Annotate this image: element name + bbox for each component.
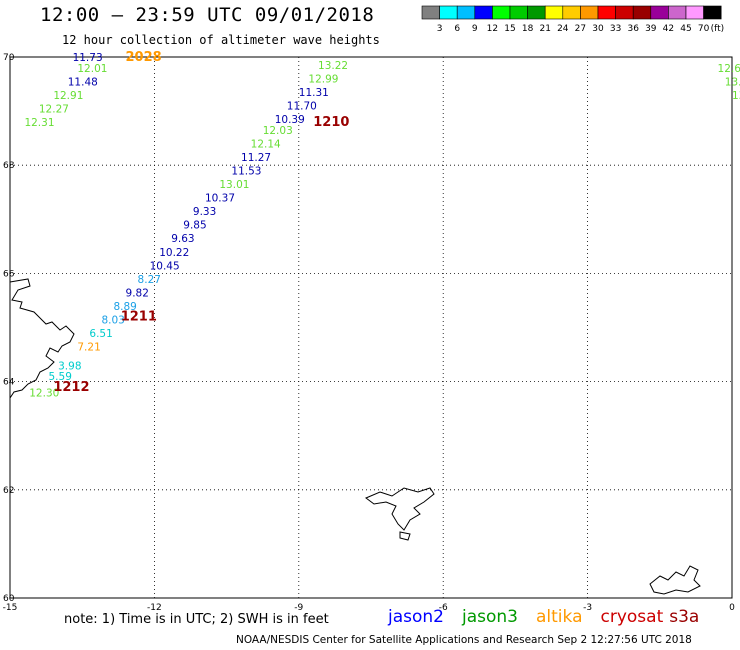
x-tick-label: 0 bbox=[729, 603, 735, 613]
colorbar-label: 15 bbox=[504, 24, 515, 34]
wave-height-value: 12.31 bbox=[24, 117, 54, 129]
note-text: note: 1) Time is in UTC; 2) SWH is in fe… bbox=[64, 612, 329, 627]
wave-height-value: 9.33 bbox=[193, 206, 216, 218]
wave-height-value: 12.27 bbox=[39, 103, 69, 115]
wave-height-value: 11.70 bbox=[287, 101, 317, 113]
colorbar-swatch bbox=[703, 5, 722, 20]
wave-height-value: 9.85 bbox=[183, 220, 206, 232]
colorbar-label: 33 bbox=[610, 24, 621, 34]
footer-credit: NOAA/NESDIS Center for Satellite Applica… bbox=[236, 634, 692, 646]
y-tick-label: 64 bbox=[3, 378, 15, 388]
colorbar-label: 39 bbox=[645, 24, 657, 34]
iceland-coastline bbox=[9, 278, 75, 399]
wave-height-value: 12.30 bbox=[29, 387, 59, 399]
faroe-islands-coastline bbox=[365, 487, 435, 531]
wave-height-value: 11.31 bbox=[299, 87, 329, 99]
colorbar-label: 3 bbox=[437, 24, 443, 34]
legend-entry: s3a bbox=[669, 607, 700, 627]
legend-entry: cryosat bbox=[600, 607, 664, 627]
x-tick-label: -3 bbox=[583, 603, 592, 613]
wave-height-value: 6.51 bbox=[89, 328, 112, 340]
legend-entry: jason3 bbox=[462, 607, 518, 627]
colorbar-label: 70 bbox=[698, 24, 710, 34]
wave-height-value: 8.27 bbox=[138, 274, 161, 286]
satellite-legend: jason2 jason3 altika cryosat s3a bbox=[388, 607, 717, 627]
x-tick-label: -12 bbox=[147, 603, 162, 613]
wave-height-value: 12.91 bbox=[53, 90, 83, 102]
wave-height-value: 13 bbox=[732, 90, 740, 102]
coastlines bbox=[9, 278, 701, 595]
faroe-islet bbox=[399, 531, 411, 541]
x-tick-label: -9 bbox=[294, 603, 303, 613]
pass-time-labels: 2028 1210 1211 1212 bbox=[53, 50, 349, 395]
wave-height-value: 12.99 bbox=[308, 74, 338, 86]
wave-height-value: 7.21 bbox=[77, 341, 100, 353]
y-tick-label: 62 bbox=[3, 486, 14, 496]
shetland-coastline bbox=[649, 565, 701, 595]
legend-entry: jason2 bbox=[388, 607, 444, 627]
colorbar: 3 6 9 12 15 18 21 24 27 30 33 36 39 42 45 70 (ft) bbox=[421, 5, 725, 34]
x-tick-label: -15 bbox=[3, 603, 18, 613]
colorbar-label: 9 bbox=[472, 24, 478, 34]
wave-height-value: 10.39 bbox=[275, 114, 305, 126]
wave-height-value: 11.73 bbox=[73, 52, 103, 64]
wave-height-value: 8.03 bbox=[101, 314, 124, 326]
wave-height-value: 13.01 bbox=[219, 179, 249, 191]
pass-time-label: 1211 bbox=[121, 310, 157, 325]
wave-height-value: 12.01 bbox=[77, 63, 107, 75]
wave-height-value: 12.65 bbox=[718, 63, 740, 75]
wave-height-value: 11.27 bbox=[241, 152, 271, 164]
colorbar-label: 21 bbox=[539, 24, 550, 34]
wave-height-value: 3.98 bbox=[58, 360, 81, 372]
wave-height-value: 8.89 bbox=[113, 301, 136, 313]
colorbar-label: 24 bbox=[557, 24, 569, 34]
wave-height-value: 13.22 bbox=[318, 60, 348, 72]
gridlines bbox=[10, 57, 732, 598]
y-tick-label: 70 bbox=[3, 53, 15, 63]
plot-frame bbox=[9, 56, 733, 599]
pass-time-label: 1210 bbox=[313, 115, 349, 130]
wave-height-value: 10.37 bbox=[205, 193, 235, 205]
x-tick-label: -6 bbox=[439, 603, 448, 613]
wave-height-value: 9.63 bbox=[171, 233, 194, 245]
axis-tick-labels: -15 -12 -9 -6 -3 0 60 62 64 66 68 70 bbox=[3, 53, 735, 613]
wave-height-value: 9.82 bbox=[126, 287, 149, 299]
wave-height-value: 12.03 bbox=[263, 125, 293, 137]
wave-height-value: 5.59 bbox=[49, 371, 72, 383]
legend-entry: altika bbox=[536, 607, 583, 627]
colorbar-label: 30 bbox=[592, 24, 604, 34]
wave-height-value: 10.22 bbox=[159, 247, 189, 259]
wave-height-value: 13.79 bbox=[725, 76, 740, 88]
y-tick-label: 66 bbox=[3, 269, 15, 279]
page-subtitle: 12 hour collection of altimeter wave hei… bbox=[62, 33, 380, 47]
colorbar-label: 18 bbox=[522, 24, 534, 34]
wave-height-value: 10.45 bbox=[150, 260, 180, 272]
pass-time-label: 1212 bbox=[53, 380, 89, 395]
y-tick-label: 60 bbox=[3, 594, 15, 604]
y-tick-label: 68 bbox=[3, 161, 15, 171]
pass-time-label: 2028 bbox=[126, 50, 162, 65]
wave-height-value: 11.48 bbox=[68, 76, 98, 88]
colorbar-label: 36 bbox=[627, 24, 639, 34]
colorbar-label: 42 bbox=[663, 24, 674, 34]
colorbar-unit: (ft) bbox=[711, 24, 725, 34]
colorbar-label: 12 bbox=[487, 24, 498, 34]
colorbar-label: 45 bbox=[680, 24, 691, 34]
wave-height-value: 11.53 bbox=[231, 166, 261, 178]
colorbar-label: 27 bbox=[575, 24, 586, 34]
wave-height-value: 12.14 bbox=[251, 139, 281, 151]
colorbar-label: 6 bbox=[454, 24, 460, 34]
page-title: 12:00 – 23:59 UTC 09/01/2018 bbox=[40, 4, 375, 26]
